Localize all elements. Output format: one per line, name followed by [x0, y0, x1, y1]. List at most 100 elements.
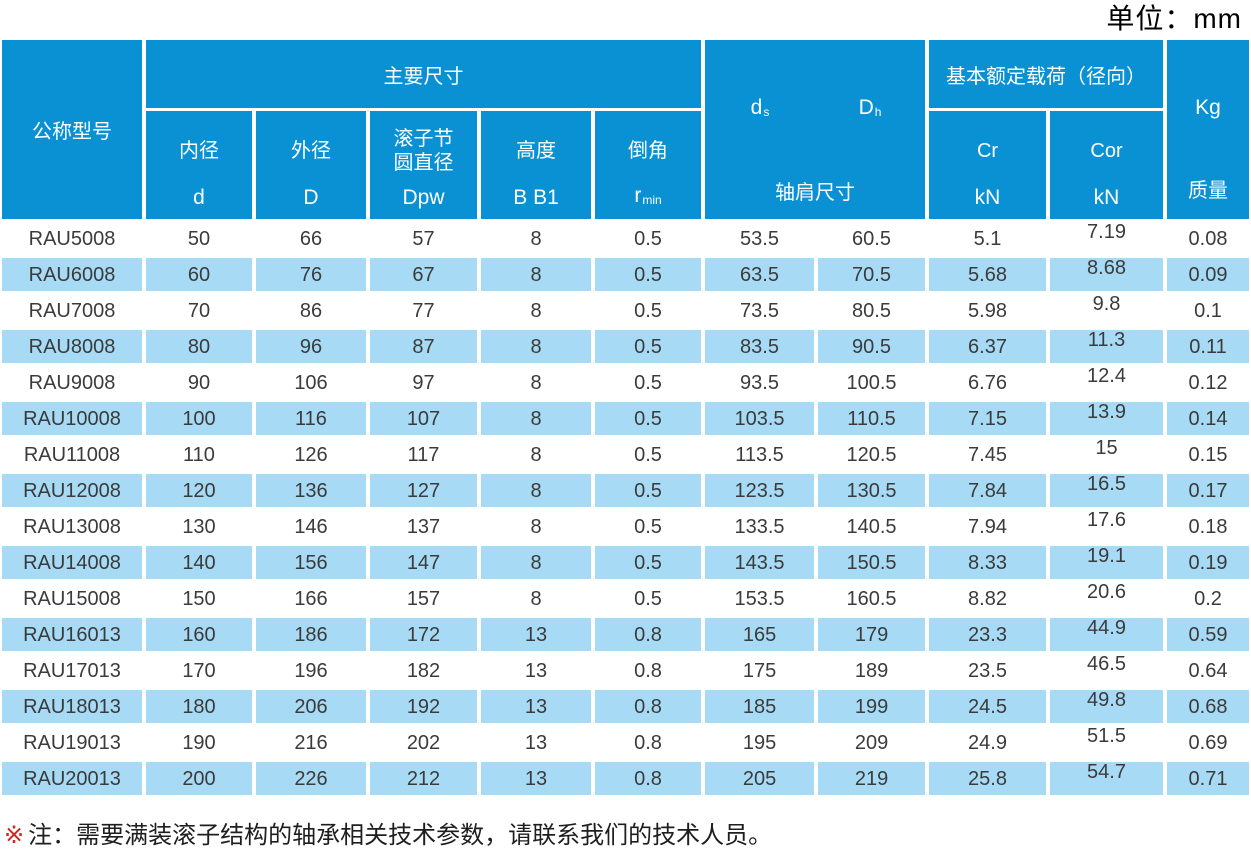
header-col-cor: Cor kN: [1050, 111, 1164, 219]
cell-Cor: 9.8: [1050, 294, 1164, 327]
cell-Dh: 130.5: [818, 474, 926, 507]
cell-B-B1: 13: [481, 654, 591, 687]
cell-r-min: 0.5: [595, 402, 702, 435]
shoulder-title: 轴肩尺寸: [775, 181, 856, 204]
cell-B-B1: 13: [481, 690, 591, 723]
roller-pitch-name-line1: 滚子节: [393, 128, 454, 150]
cell-d: 70: [146, 294, 252, 327]
cell-r-min: 0.5: [595, 222, 702, 255]
header-symbol-ds: ds: [705, 96, 815, 120]
cell-D: 216: [256, 726, 366, 759]
cell-r-min: 0.5: [595, 258, 702, 291]
table-row: RAU20013 200 226 212 13 0.8 205 219 25.8 54.7 0.71: [2, 762, 1250, 795]
cell-Dh: 140.5: [818, 510, 926, 543]
roller-pitch-name: 滚子节 圆直径: [370, 123, 477, 179]
cell-D: 186: [256, 618, 366, 651]
cell-B-B1: 8: [481, 474, 591, 507]
cell-Dh: 110.5: [818, 402, 926, 435]
cell-model: RAU14008: [2, 546, 142, 579]
cell-Cor: 13.9: [1050, 402, 1164, 435]
chamfer-symbol: rmin: [595, 183, 701, 211]
header-mass: 质量 Kg: [1167, 40, 1250, 219]
cell-D: 166: [256, 582, 366, 615]
cell-D: 116: [256, 402, 366, 435]
header-group-main-dims: 主要尺寸: [146, 40, 702, 108]
cell-Dpw: 127: [370, 474, 477, 507]
table-row: RAU16013 160 186 172 13 0.8 165 179 23.3 44.9 0.59: [2, 618, 1250, 651]
bore-name: 内径: [179, 140, 219, 162]
ds-base: d: [750, 95, 763, 119]
header-group-load: 基本额定载荷（径向）: [929, 40, 1164, 108]
dh-base: D: [858, 95, 874, 119]
cell-Cr: 25.8: [929, 762, 1047, 795]
cell-d: 90: [146, 366, 252, 399]
cell-Cr: 24.5: [929, 690, 1047, 723]
chamfer-symbol-subscript: min: [642, 193, 662, 207]
table-row: RAU6008 60 76 67 8 0.5 63.5 70.5 5.68 8.68 0.09: [2, 258, 1250, 291]
cell-Dpw: 172: [370, 618, 477, 651]
cell-d: 50: [146, 222, 252, 255]
cell-D: 226: [256, 762, 366, 795]
height-symbol: B B1: [513, 186, 559, 209]
cell-Dh: 199: [818, 690, 926, 723]
mass-unit: Kg: [1195, 95, 1221, 119]
cell-ds: 205: [705, 762, 815, 795]
table-row: RAU9008 90 106 97 8 0.5 93.5 100.5 6.76 12.4 0.12: [2, 366, 1250, 399]
cell-ds: 63.5: [705, 258, 815, 291]
cell-Cr: 23.5: [929, 654, 1047, 687]
cell-ds: 195: [705, 726, 815, 759]
cell-d: 60: [146, 258, 252, 291]
table-row: RAU5008 50 66 57 8 0.5 53.5 60.5 5.1 7.19 0.08: [2, 222, 1250, 255]
cell-model: RAU19013: [2, 726, 142, 759]
outer-symbol: D: [303, 186, 319, 209]
cell-r-min: 0.8: [595, 654, 702, 687]
cell-model: RAU15008: [2, 582, 142, 615]
cor-unit: kN: [1093, 186, 1120, 209]
header-col-roller-pitch: 滚子节 圆直径 Dpw: [370, 111, 477, 219]
cell-ds: 123.5: [705, 474, 815, 507]
cell-B-B1: 13: [481, 762, 591, 795]
cell-model: RAU6008: [2, 258, 142, 291]
cell-B-B1: 8: [481, 546, 591, 579]
cell-Kg: 0.11: [1167, 330, 1250, 363]
ds-subscript: s: [763, 104, 770, 119]
cell-d: 110: [146, 438, 252, 471]
cell-D: 156: [256, 546, 366, 579]
table-body: RAU5008 50 66 57 8 0.5 53.5 60.5 5.1 7.19 0.08 RAU6…: [2, 222, 1250, 795]
cell-d: 140: [146, 546, 252, 579]
cell-model: RAU7008: [2, 294, 142, 327]
cell-Cor: 8.68: [1050, 258, 1164, 291]
unit-label: 单位：mm: [1106, 3, 1242, 34]
table-row: RAU15008 150 166 157 8 0.5 153.5 160.5 8.82 20.6 0…: [2, 582, 1250, 615]
cell-B-B1: 8: [481, 510, 591, 543]
cell-Dpw: 147: [370, 546, 477, 579]
cell-Dpw: 107: [370, 402, 477, 435]
cell-r-min: 0.5: [595, 438, 702, 471]
cell-Kg: 0.09: [1167, 258, 1250, 291]
cell-d: 120: [146, 474, 252, 507]
cell-Cr: 6.76: [929, 366, 1047, 399]
mass-title: 质量: [1188, 179, 1229, 202]
cell-Dh: 120.5: [818, 438, 926, 471]
cell-D: 76: [256, 258, 366, 291]
roller-pitch-symbol: Dpw: [402, 186, 445, 209]
cell-Dpw: 212: [370, 762, 477, 795]
cell-Dpw: 157: [370, 582, 477, 615]
cell-Dpw: 77: [370, 294, 477, 327]
cell-d: 160: [146, 618, 252, 651]
cell-ds: 113.5: [705, 438, 815, 471]
cell-Cor: 51.5: [1050, 726, 1164, 759]
shoulder-symbols: ds Dh: [705, 96, 925, 120]
cell-Cr: 7.84: [929, 474, 1047, 507]
cell-model: RAU20013: [2, 762, 142, 795]
cell-ds: 103.5: [705, 402, 815, 435]
cell-Cr: 23.3: [929, 618, 1047, 651]
cell-Kg: 0.15: [1167, 438, 1250, 471]
chamfer-symbol-base: r: [634, 184, 642, 207]
cell-Dpw: 57: [370, 222, 477, 255]
cell-B-B1: 8: [481, 438, 591, 471]
cell-Cor: 7.19: [1050, 222, 1164, 255]
table-header: 公称型号 主要尺寸 轴肩尺寸 ds Dh 基本额定载荷（径向） 质量: [2, 40, 1250, 219]
cell-Cor: 49.8: [1050, 690, 1164, 723]
header-col-height: 高度 B B1: [481, 111, 591, 219]
